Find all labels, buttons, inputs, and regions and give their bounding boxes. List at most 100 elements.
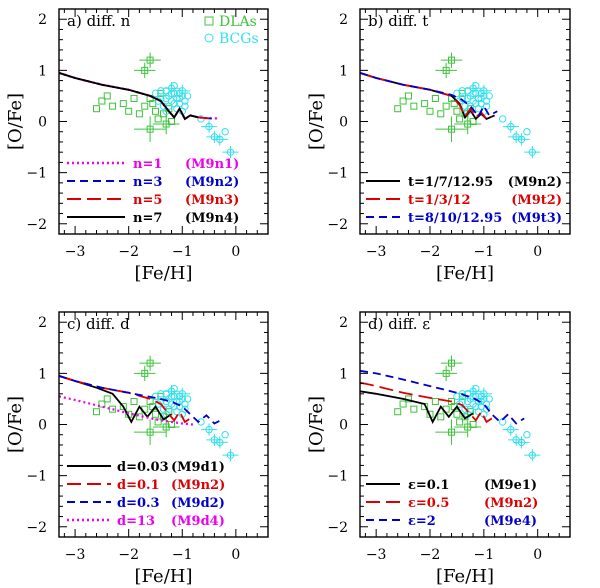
bcg-point bbox=[226, 148, 235, 156]
legend-obs-label: BCGs bbox=[219, 31, 259, 47]
legend-series-model: (M9n2) bbox=[484, 496, 538, 511]
bcg-point bbox=[175, 89, 184, 98]
dla-point bbox=[453, 410, 461, 418]
bcg-point bbox=[528, 148, 537, 156]
dla-point bbox=[98, 400, 106, 408]
dla-point bbox=[399, 97, 407, 105]
bcg-point bbox=[528, 451, 537, 459]
bcg-point bbox=[221, 128, 229, 136]
legend-series-name: ε=0.1 bbox=[408, 478, 449, 493]
dla-point bbox=[130, 397, 138, 405]
bcg-point bbox=[170, 385, 178, 393]
y-tick-label: 2 bbox=[38, 12, 47, 28]
bcg-point bbox=[472, 402, 480, 411]
bcg-point bbox=[157, 87, 165, 95]
bcg-point bbox=[463, 94, 472, 103]
legend-series-name: n=5 bbox=[133, 193, 162, 208]
bcg-point bbox=[477, 392, 485, 401]
x-tick-label: −2 bbox=[118, 547, 139, 563]
panel-2: −3 −2 −1 0 −2 −1 0 1 2 [Fe/H] [O/Fe] b) diff. t t=1/… bbox=[306, 8, 571, 284]
dla-point bbox=[151, 410, 159, 418]
dla-point bbox=[410, 405, 418, 413]
dla-point bbox=[93, 105, 101, 113]
legend-series-model: (M9n2) bbox=[171, 478, 225, 493]
legend-obs-label: DLAs bbox=[219, 14, 257, 30]
bcg-point bbox=[458, 390, 467, 398]
dla-point bbox=[442, 66, 450, 74]
panel-1: −3 −2 −1 0 −2 −1 0 1 2 [Fe/H] [O/Fe] a) diff. n DLAs… bbox=[5, 8, 269, 284]
dla-point bbox=[98, 97, 106, 105]
dla-point bbox=[151, 107, 159, 115]
dla-point bbox=[119, 403, 127, 411]
dla-point bbox=[448, 359, 456, 367]
y-axis-label: [O/Fe] bbox=[5, 396, 26, 453]
bcg-point bbox=[469, 89, 477, 98]
dla-point bbox=[442, 369, 450, 377]
x-tick-label: −3 bbox=[65, 244, 86, 260]
dla-point bbox=[456, 418, 464, 426]
x-tick-label: −1 bbox=[474, 244, 495, 260]
x-tick-label: −2 bbox=[420, 244, 441, 260]
y-tick-label: −1 bbox=[26, 469, 47, 485]
y-tick-label: −1 bbox=[327, 166, 348, 182]
panel-3: −3 −2 −1 0 −2 −1 0 1 2 [Fe/H] [O/Fe] c) diff. d d=0.… bbox=[5, 311, 269, 587]
x-tick-label: −1 bbox=[474, 547, 495, 563]
series-line-3 bbox=[360, 72, 498, 119]
y-tick-label: 0 bbox=[38, 418, 47, 434]
series-line-2 bbox=[59, 375, 191, 424]
y-tick-label: 1 bbox=[38, 366, 47, 382]
bcg-point bbox=[205, 122, 213, 131]
dla-point bbox=[154, 115, 162, 123]
dla-point bbox=[421, 100, 429, 108]
dla-point bbox=[141, 66, 149, 74]
dla-point bbox=[464, 423, 472, 431]
legend-series-name: d=13 bbox=[117, 514, 155, 529]
y-tick-label: 2 bbox=[339, 12, 348, 28]
series-line-4 bbox=[59, 72, 199, 121]
bcg-point bbox=[183, 395, 192, 403]
bcg-point bbox=[216, 135, 224, 144]
dla-point bbox=[410, 102, 418, 110]
legend-series-name: t=8/10/12.95 bbox=[408, 211, 502, 226]
bcg-point bbox=[482, 405, 491, 413]
y-tick-label: −2 bbox=[327, 217, 348, 233]
bcg-point bbox=[458, 87, 467, 95]
bcg-point bbox=[455, 400, 464, 408]
y-tick-label: 1 bbox=[339, 63, 348, 79]
panel-4: −3 −2 −1 0 −2 −1 0 1 2 [Fe/H] [O/Fe] d) diff. ε ε=0.… bbox=[306, 311, 571, 587]
legend-series-model: (M9d1) bbox=[171, 460, 225, 475]
legend-series-model: (M9n2) bbox=[508, 175, 562, 190]
bcg-point bbox=[170, 99, 178, 108]
dla-point bbox=[141, 369, 149, 377]
dla-point bbox=[394, 105, 402, 113]
legend-series-model: (M9d4) bbox=[171, 514, 225, 529]
bcg-point bbox=[507, 122, 515, 131]
dla-point bbox=[146, 125, 154, 133]
y-axis-label: [O/Fe] bbox=[306, 396, 327, 453]
x-tick-label: −3 bbox=[65, 547, 86, 563]
dla-point bbox=[162, 423, 170, 431]
dla-point bbox=[437, 110, 445, 118]
dla-point bbox=[399, 400, 407, 408]
legend-bcg-marker bbox=[204, 33, 214, 43]
y-tick-label: 2 bbox=[38, 315, 47, 331]
dla-point bbox=[146, 359, 154, 367]
x-axis-label: [Fe/H] bbox=[135, 566, 193, 587]
y-tick-label: 1 bbox=[38, 63, 47, 79]
bcg-point bbox=[181, 405, 189, 413]
legend-series-model: (M9n3) bbox=[185, 193, 239, 208]
dla-point bbox=[141, 102, 149, 110]
x-axis-label: [Fe/H] bbox=[135, 263, 193, 284]
bcg-point bbox=[517, 135, 526, 144]
bcg-point bbox=[167, 392, 176, 401]
bcg-point bbox=[175, 392, 184, 401]
bcg-point bbox=[523, 431, 531, 439]
series-line-1 bbox=[59, 375, 172, 424]
legend-series-name: n=1 bbox=[133, 157, 162, 172]
series-line-3 bbox=[360, 369, 525, 425]
bcg-point bbox=[498, 115, 507, 123]
x-tick-label: 0 bbox=[231, 547, 240, 563]
plot-area bbox=[59, 52, 239, 159]
legend-series-name: d=0.3 bbox=[117, 496, 160, 511]
legend-dla-marker bbox=[204, 16, 214, 26]
